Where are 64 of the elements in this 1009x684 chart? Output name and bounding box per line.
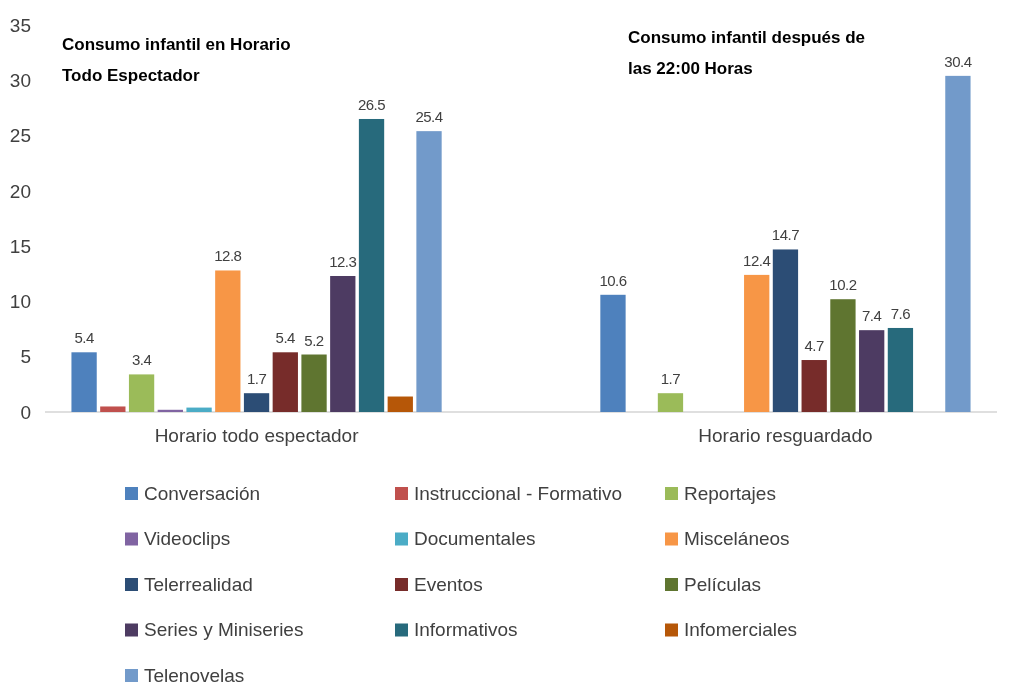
legend-label: Reportajes (684, 482, 776, 504)
bar (186, 407, 212, 412)
data-label: 12.3 (329, 253, 357, 270)
data-label: 25.4 (415, 108, 443, 126)
legend-label: Infomerciales (684, 619, 797, 641)
legend-label: Misceláneos (684, 528, 790, 550)
bar (772, 249, 799, 412)
y-tick-label: 30 (9, 69, 31, 91)
bar (100, 406, 126, 412)
bar (358, 118, 385, 412)
data-label: 1.7 (660, 370, 681, 388)
bar (830, 299, 856, 412)
legend-label: Eventos (414, 573, 483, 595)
data-label: 5.4 (74, 329, 94, 347)
y-tick-label: 35 (9, 14, 31, 36)
data-label: 10.2 (829, 276, 857, 294)
bar (71, 352, 97, 412)
bar (301, 354, 327, 412)
annotation: Consumo infantil después de las 22:00 Horas (628, 28, 866, 78)
y-tick-label: 20 (9, 180, 31, 202)
x-tick-label: Horario resguardado (698, 425, 873, 446)
bar (600, 294, 626, 412)
bar (657, 393, 684, 412)
bar (387, 396, 413, 412)
data-label: 5.2 (304, 331, 324, 349)
data-label: 1.7 (246, 370, 267, 388)
bar (945, 75, 971, 412)
legend-label: Telenovelas (144, 664, 245, 684)
data-label: 10.6 (599, 271, 627, 289)
data-label: 3.4 (131, 351, 152, 369)
legend-label: Videoclips (144, 528, 231, 550)
y-tick-label: 25 (9, 125, 31, 147)
data-label: 7.6 (890, 304, 911, 322)
legend-label: Series y Miniseries (144, 619, 304, 641)
bar (801, 360, 827, 412)
y-tick-label: 15 (9, 235, 31, 257)
bar (215, 270, 241, 412)
bar (887, 327, 914, 412)
y-tick-label: 10 (9, 291, 31, 313)
bar (243, 393, 270, 412)
data-label: 14.7 (771, 226, 800, 244)
data-label: 12.4 (743, 251, 771, 269)
legend-label: Informativos (414, 619, 518, 641)
y-tick-label: 0 (20, 401, 31, 423)
bar (128, 374, 155, 412)
legend-label: Instruccional - Formativo (414, 482, 623, 504)
data-label: 4.7 (804, 337, 825, 355)
data-label: 7.4 (862, 307, 882, 325)
annotation: Consumo infantil en Horario Todo Espectador (62, 35, 291, 85)
data-label: 30.4 (944, 52, 972, 70)
legend-label: Películas (684, 573, 762, 595)
legend-label: Conversación (144, 482, 261, 504)
bar (744, 274, 770, 412)
bar (416, 131, 442, 412)
data-label: 26.5 (357, 95, 386, 113)
bar (330, 276, 356, 412)
y-tick-label: 5 (20, 346, 31, 368)
legend-label: Documentales (414, 528, 536, 550)
data-label: 12.8 (214, 247, 242, 265)
x-tick-label: Horario todo espectador (154, 425, 360, 446)
data-label: 5.4 (275, 329, 296, 347)
bar (272, 352, 298, 412)
legend-label: Telerrealidad (144, 573, 253, 595)
bar (859, 330, 885, 412)
